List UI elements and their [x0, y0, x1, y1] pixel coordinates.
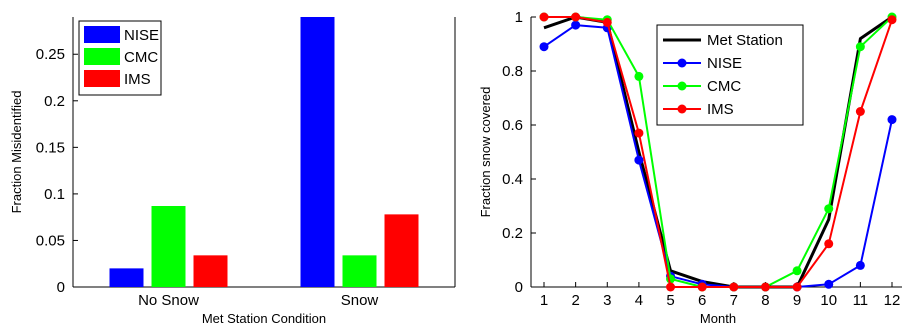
- point-ims: [887, 15, 897, 25]
- x-tick-label: 12: [884, 292, 901, 309]
- y-tick-label: 0.25: [36, 46, 65, 63]
- point-ims: [760, 282, 770, 292]
- x-tick-label: 1: [540, 292, 548, 309]
- x-tick-label: 6: [698, 292, 706, 309]
- point-cmc: [824, 204, 834, 214]
- legend-label: NISE: [707, 55, 742, 72]
- point-ims: [792, 282, 802, 292]
- legend-label: IMS: [124, 71, 151, 88]
- x-tick-label: 11: [853, 292, 869, 309]
- bar-cmc-no-snow: [151, 206, 186, 287]
- y-tick-label: 0.15: [36, 139, 65, 156]
- x-tick-label: 5: [666, 292, 674, 309]
- x-tick-label: 8: [761, 292, 769, 309]
- point-ims: [729, 282, 739, 292]
- bar-cmc-snow: [342, 255, 377, 287]
- legend-label: IMS: [707, 101, 734, 118]
- legend-label: NISE: [124, 27, 159, 44]
- legend-marker: [677, 104, 687, 114]
- bar-chart-misidentified: 0 0.05 0.1 0.15 0.2 0.25 No Snow Snow Met Statio…: [9, 17, 456, 326]
- legend-label: CMC: [707, 78, 741, 95]
- point-ims: [634, 128, 644, 138]
- x-tick-label: No Snow: [138, 292, 199, 309]
- legend: NISE CMC IMS: [78, 20, 162, 96]
- series-line-nise: [543, 24, 893, 288]
- point-ims: [539, 12, 549, 22]
- y-tick-label: 0.1: [44, 186, 65, 203]
- point-cmc: [792, 266, 802, 276]
- x-tick-label: 3: [603, 292, 611, 309]
- legend-marker: [677, 81, 687, 91]
- point-nise: [887, 115, 897, 125]
- y-tick-label: 0.2: [44, 93, 65, 110]
- y-tick-label: 1: [515, 9, 523, 26]
- x-axis-label: Month: [700, 311, 736, 326]
- x-tick-label: 10: [820, 292, 837, 309]
- y-tick-label: 0: [515, 279, 523, 296]
- x-tick-label: 2: [571, 292, 579, 309]
- bar-nise-no-snow: [109, 268, 144, 287]
- y-tick-label: 0.05: [36, 232, 65, 249]
- bar-ims-snow: [384, 214, 419, 287]
- series-line-ims: [544, 16, 893, 288]
- legend-label: Met Station: [707, 32, 783, 49]
- bar-nise-snow: [300, 17, 335, 287]
- point-cmc: [855, 42, 865, 52]
- point-nise: [571, 20, 581, 30]
- point-ims: [824, 239, 834, 249]
- legend-label: CMC: [124, 49, 158, 66]
- point-nise: [824, 279, 834, 289]
- point-ims: [855, 107, 865, 116]
- y-axis-label: Fraction Misidentified: [9, 91, 24, 214]
- legend-swatch: [84, 48, 120, 65]
- x-tick-label: 9: [793, 292, 801, 309]
- x-axis-label: Met Station Condition: [202, 311, 326, 326]
- point-cmc: [634, 71, 644, 81]
- point-ims: [697, 282, 707, 292]
- legend-swatch: [84, 26, 120, 43]
- point-nise: [634, 155, 644, 165]
- line-chart-snow-cover: 00.20.40.60.811 2 3 4 5 6 7 8 9 10 11 12MonthFracti…: [478, 9, 902, 326]
- x-tick-label: 4: [635, 292, 643, 309]
- bar-ims-no-snow: [193, 255, 228, 287]
- x-tick-label: 7: [730, 292, 738, 309]
- y-axis-label: Fraction snow covered: [478, 87, 493, 218]
- point-nise: [539, 42, 549, 52]
- legend: Met Station NISE CMC IMS: [656, 24, 804, 126]
- legend-marker: [677, 58, 687, 68]
- y-tick-label: 0.2: [502, 225, 523, 242]
- y-tick-label: 0: [57, 279, 65, 296]
- x-tick-label: Snow: [341, 292, 379, 309]
- point-nise: [855, 260, 865, 270]
- y-tick-label: 0.4: [502, 171, 523, 188]
- legend-swatch: [84, 70, 120, 87]
- y-tick-label: 0.6: [502, 117, 523, 134]
- point-ims: [666, 282, 676, 292]
- y-tick-label: 0.8: [502, 63, 523, 80]
- point-ims: [571, 12, 581, 22]
- point-ims: [602, 17, 612, 27]
